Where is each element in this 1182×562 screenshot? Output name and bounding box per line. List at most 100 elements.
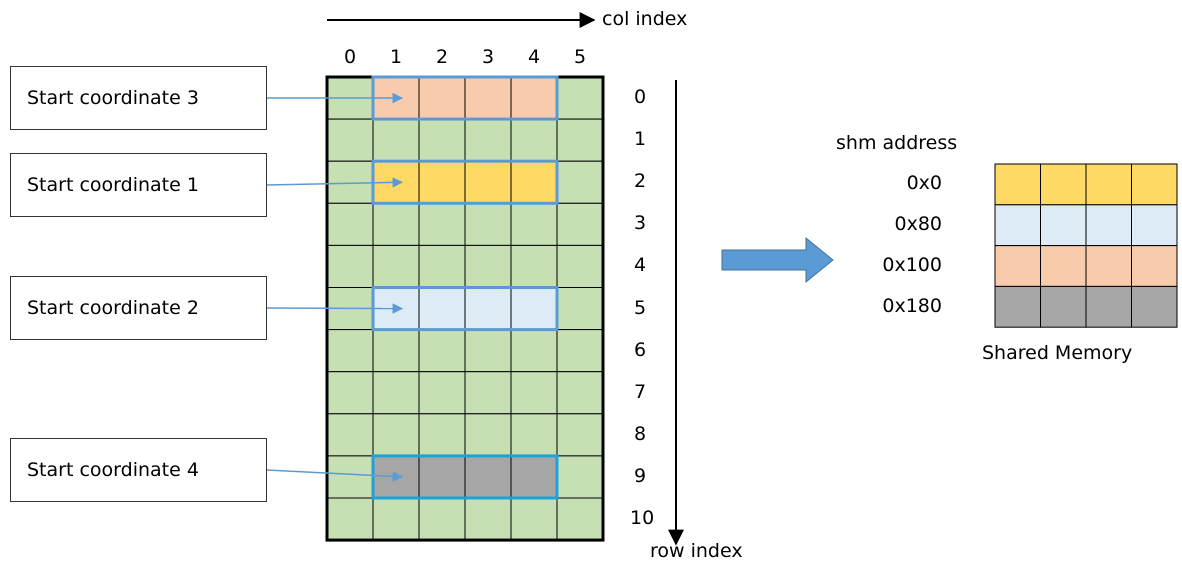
grid-cell (372, 329, 420, 373)
row-index-number: 7 (634, 380, 647, 403)
row-index-number: 10 (630, 507, 655, 530)
grid-cell (510, 455, 558, 499)
row-index-number: 0 (634, 86, 647, 109)
shared-memory-title: Shared Memory (982, 342, 1133, 364)
grid-cell (372, 497, 420, 541)
grid-cell (418, 76, 466, 120)
grid-cell (326, 244, 374, 288)
connector-arrow (266, 469, 404, 482)
grid-cell (326, 413, 374, 457)
grid-cell (372, 202, 420, 246)
col-index-number: 1 (390, 46, 403, 68)
col-index-label: col index (602, 8, 688, 30)
connector-arrow (266, 303, 404, 314)
start-coordinate-3-box: Start coordinate 3 (10, 66, 267, 130)
col-index-number: 4 (528, 46, 541, 68)
grid-cell (556, 371, 604, 415)
grid-cell (326, 497, 374, 541)
grid-cell (510, 329, 558, 373)
shm-cell (1040, 163, 1087, 206)
grid-cell (556, 287, 604, 331)
row-index-number: 5 (634, 296, 647, 319)
grid-cell (510, 202, 558, 246)
shm-cell (1131, 204, 1178, 247)
row-index-label: row index (650, 540, 743, 562)
shm-address-value: 0x80 (894, 213, 942, 236)
grid-cell (418, 202, 466, 246)
connector-arrow (266, 177, 404, 188)
shm-cell (1131, 245, 1178, 287)
row-index-number: 1 (634, 128, 647, 151)
shm-cell (1131, 285, 1178, 328)
shm-cell (994, 163, 1041, 206)
row-index-number: 6 (634, 338, 647, 361)
row-index-number: 3 (634, 212, 647, 235)
shared-memory-grid (994, 163, 1178, 328)
grid-cell (556, 413, 604, 457)
shm-cell (994, 245, 1041, 287)
grid-cell (418, 455, 466, 499)
shm-cell (1085, 163, 1132, 206)
grid-cell (418, 413, 466, 457)
grid-cell (372, 371, 420, 415)
shm-address-value: 0x180 (882, 294, 942, 317)
col-index-number: 2 (436, 46, 449, 68)
start-coordinate-4-box: Start coordinate 4 (10, 438, 267, 502)
grid-cell (510, 413, 558, 457)
grid-cell (418, 244, 466, 288)
grid-cell (418, 118, 466, 162)
grid-cell (464, 413, 512, 457)
grid-cell (556, 202, 604, 246)
grid-cell (464, 371, 512, 415)
grid-cell (464, 118, 512, 162)
grid-cell (510, 160, 558, 204)
row-index-number: 4 (634, 254, 647, 277)
grid-cell (556, 118, 604, 162)
grid-cell (326, 118, 374, 162)
shm-cell (1040, 285, 1087, 328)
grid-cell (326, 202, 374, 246)
highlight-outline (371, 454, 559, 500)
grid-cell (418, 329, 466, 373)
col-index-number: 0 (344, 46, 357, 68)
shm-cell (1085, 285, 1132, 328)
grid-cell (372, 413, 420, 457)
grid-cell (464, 329, 512, 373)
grid-cell (464, 244, 512, 288)
row-index-number: 9 (634, 464, 647, 487)
row-index-number: 8 (634, 422, 647, 445)
grid (325, 75, 605, 542)
grid-cell (418, 371, 466, 415)
grid-cell (464, 160, 512, 204)
grid-cell (464, 455, 512, 499)
shm-cell (994, 285, 1041, 328)
grid-cell (556, 160, 604, 204)
grid-cell (510, 244, 558, 288)
start-coordinate-2-box: Start coordinate 2 (10, 276, 267, 340)
grid-cell (510, 118, 558, 162)
grid-cell (556, 76, 604, 120)
block-arrow-icon (721, 236, 834, 284)
grid-cell (464, 497, 512, 541)
grid-cell (326, 329, 374, 373)
start-coordinate-1-box: Start coordinate 1 (10, 153, 267, 217)
grid-cell (418, 287, 466, 331)
col-index-number: 5 (574, 46, 587, 68)
grid-cell (556, 497, 604, 541)
shm-cell (994, 204, 1041, 247)
grid-cell (464, 287, 512, 331)
grid-cell (464, 202, 512, 246)
grid-cell (510, 76, 558, 120)
shm-cell (1131, 163, 1178, 206)
grid-cell (510, 287, 558, 331)
grid-cell (326, 455, 374, 499)
grid-cell (556, 244, 604, 288)
connector-arrows (266, 92, 404, 482)
col-index-number: 3 (482, 46, 495, 68)
shm-address-header: shm address (836, 132, 958, 154)
grid-cell (510, 371, 558, 415)
grid-cell (510, 497, 558, 541)
grid-cell (418, 497, 466, 541)
grid-cell (464, 76, 512, 120)
